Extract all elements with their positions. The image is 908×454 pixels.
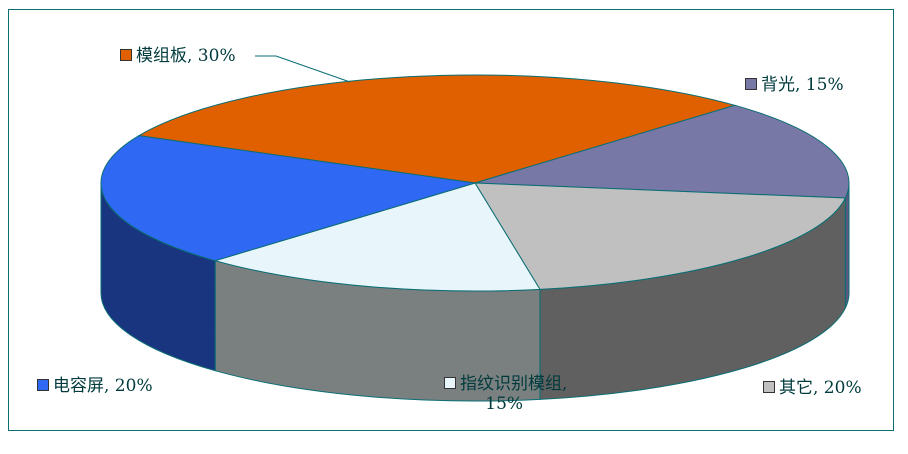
label-zhiwen: 指纹识别模组, 15%	[444, 374, 567, 414]
pie-side-beiguang	[844, 182, 850, 309]
legend-swatch-zhiwen	[444, 376, 456, 389]
label-mozu: 模组板, 30%	[120, 46, 236, 66]
label-dianrong: 电容屏, 20%	[37, 376, 153, 396]
pie-slice-beiguang	[474, 104, 850, 199]
pie-slice-mozu	[137, 74, 737, 184]
legend-swatch-qita	[763, 380, 775, 393]
legend-swatch-beiguang	[745, 77, 757, 90]
legend-swatch-dianrong	[37, 378, 49, 391]
label-beiguang: 背光, 15%	[745, 75, 844, 95]
pie-slice-qita	[474, 182, 847, 290]
mozu-leader-line	[275, 55, 351, 83]
chart-frame	[8, 9, 894, 431]
pie-slice-zhiwen	[213, 182, 541, 292]
pie-slice-dianrong	[100, 135, 476, 262]
label-qita: 其它, 20%	[763, 378, 862, 398]
legend-swatch-mozu	[120, 48, 132, 61]
